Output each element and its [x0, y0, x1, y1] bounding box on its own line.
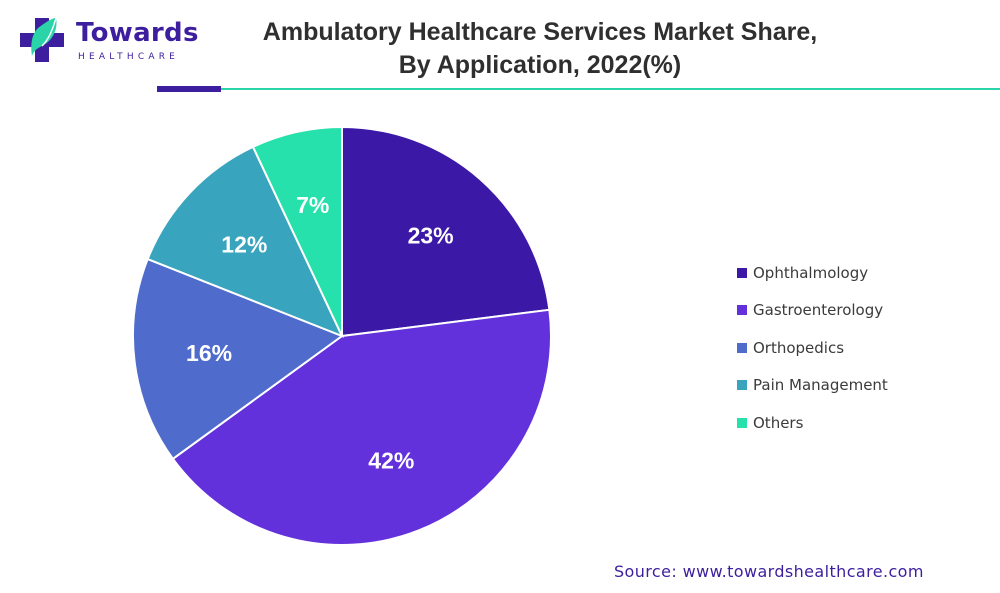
legend-swatch — [737, 267, 747, 278]
legend: Ophthalmology Gastroenterology Orthopedics… — [737, 254, 888, 442]
pie-slice-ophthalmology — [341, 125, 551, 338]
legend-item-gastroenterology: Gastroenterology — [737, 292, 888, 330]
chart-title-line1: Ambulatory Healthcare Services Market Sh… — [262, 18, 818, 46]
legend-label: Gastroenterology — [753, 301, 884, 320]
pie-slice-orthopedics — [132, 257, 345, 461]
legend-label: Ophthalmology — [753, 263, 869, 282]
legend-item-others: Others — [737, 404, 888, 442]
legend-swatch — [737, 380, 747, 391]
legend-label: Pain Management — [753, 376, 888, 395]
legend-swatch — [737, 305, 747, 316]
legend-label: Others — [753, 413, 804, 432]
pie-label-others: 7% — [296, 192, 329, 218]
pie-slice-pain-management — [146, 145, 344, 338]
legend-swatch — [737, 417, 747, 428]
pie-slice-gastroenterology — [171, 308, 552, 546]
logo-wordmark: Towards — [76, 18, 199, 48]
logo-subtitle: HEALTHCARE — [78, 52, 180, 62]
pie-slice-others — [251, 125, 343, 337]
legend-swatch — [737, 342, 747, 353]
pie-label-orthopedics: 16% — [186, 340, 232, 366]
logo-cross-leaf-icon — [20, 17, 64, 62]
legend-item-ophthalmology: Ophthalmology — [737, 254, 888, 292]
source-credit: Source: www.towardshealthcare.com — [614, 562, 924, 581]
pie-label-ophthalmology: 23% — [408, 222, 454, 248]
legend-item-orthopedics: Orthopedics — [737, 329, 888, 367]
legend-item-pain-management: Pain Management — [737, 367, 888, 405]
chart-subtitle: By Application, 2022(%) — [398, 51, 682, 79]
pie-label-gastroenterology: 42% — [368, 448, 414, 474]
header-rule-accent — [157, 86, 221, 92]
header-rule — [221, 88, 1000, 90]
legend-label: Orthopedics — [753, 338, 845, 357]
logo: Towards HEALTHCARE — [18, 16, 218, 68]
chart-title: Ambulatory Healthcare Services Market Sh… — [240, 16, 840, 82]
pie-label-pain-management: 12% — [221, 231, 267, 257]
